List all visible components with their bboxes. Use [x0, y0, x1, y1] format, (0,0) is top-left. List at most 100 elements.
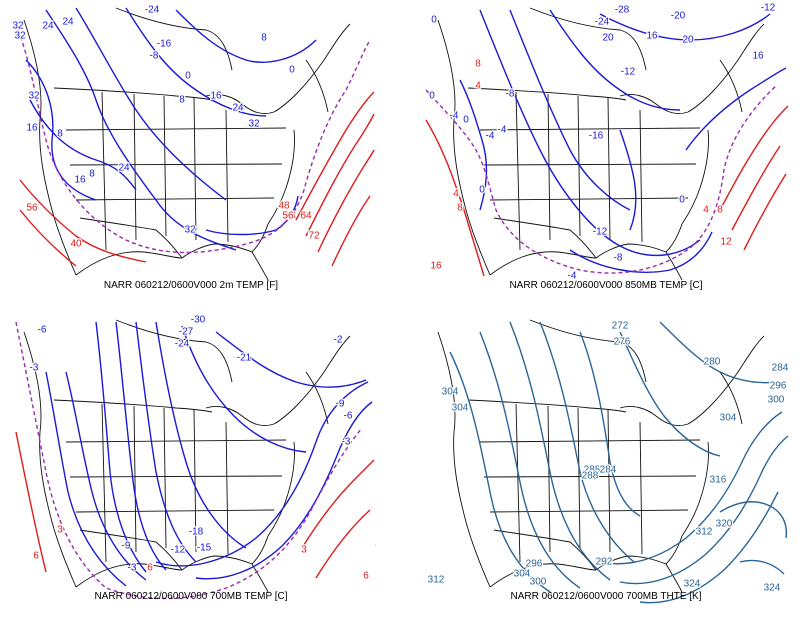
map-outline: [719, 59, 743, 113]
map-outline: [273, 23, 351, 113]
map-outline: [489, 251, 597, 276]
map-outline: [529, 319, 647, 383]
map-outline: [665, 563, 683, 593]
contour-line: [599, 411, 783, 565]
map-outline: [489, 197, 689, 201]
map-outline: [437, 19, 491, 276]
contour-label: 0: [463, 115, 469, 126]
contour-label: 312: [696, 527, 713, 538]
contour-label: 0: [289, 65, 295, 76]
contour-label: -6: [344, 411, 353, 422]
contour-label: -16: [589, 131, 604, 142]
map-outline: [681, 129, 709, 225]
contour-label: -2: [334, 335, 343, 346]
contour-label: 8: [89, 169, 95, 180]
contour-line: [731, 145, 781, 231]
contour-label: 32: [248, 119, 260, 130]
contour-label: -8: [614, 253, 623, 264]
map-svg-700mb-thte: 2722762802842882963003043043042882843163…: [426, 319, 790, 604]
contour-label: 3: [301, 545, 307, 556]
contour-label: -15: [197, 543, 212, 554]
contour-label: -20: [671, 11, 686, 22]
contour-label: -3: [128, 563, 137, 574]
contour-label: 16: [430, 261, 442, 272]
contour-label: 56: [26, 203, 38, 214]
contour-label: 280: [704, 357, 721, 368]
map-outline: [23, 19, 77, 276]
contour-label: 6: [33, 551, 39, 562]
contour-label: 64: [300, 211, 312, 222]
map-outline: [273, 335, 351, 425]
contour-line: [719, 105, 789, 211]
contour-label: 6: [363, 571, 369, 582]
map-outline: [467, 87, 627, 101]
contour-label: -27: [179, 327, 194, 338]
contour-label: -12: [761, 3, 776, 14]
contour-label: 8: [261, 33, 267, 44]
contour-line: [739, 559, 785, 575]
map-outline: [577, 407, 581, 549]
contour-label: 6: [147, 563, 153, 574]
map-outline: [205, 93, 275, 115]
contour-line: [579, 331, 641, 517]
contours: [15, 321, 375, 600]
contour-line: [317, 149, 375, 253]
map-outline: [69, 475, 283, 478]
contour-line: [479, 331, 581, 589]
contour-label: -24: [175, 339, 190, 350]
contour-line: [509, 321, 611, 581]
map-outline: [547, 405, 551, 553]
map-outline: [75, 251, 183, 276]
contour-label: 32: [28, 91, 40, 102]
contour-label: -4: [486, 131, 495, 142]
contour-label: 0: [431, 15, 437, 26]
map-outline: [639, 109, 643, 243]
contour-label: -28: [615, 5, 630, 16]
map-outline: [53, 87, 213, 101]
map-outline: [619, 93, 689, 115]
contour-label: 48: [284, 211, 296, 222]
contour-line: [29, 99, 137, 191]
contour-label: 300: [768, 395, 785, 406]
contour-label: 8: [475, 59, 481, 70]
basemap: [437, 7, 765, 281]
map-outline: [115, 7, 233, 71]
contour-label: 0: [479, 185, 485, 196]
contour-line: [599, 13, 771, 41]
contour-label: 24: [232, 103, 244, 114]
contour-label: 48: [278, 201, 290, 212]
contour-label: 16: [74, 175, 86, 186]
map-outline: [267, 441, 295, 537]
contour-label: 296: [526, 559, 543, 570]
contour-line: [619, 129, 637, 231]
map-caption: NARR 060212/0600V000 700MB THTE [K]: [510, 591, 702, 602]
contour-label: 300: [530, 577, 547, 588]
contour-label: 16: [210, 91, 222, 102]
map-outline: [205, 405, 275, 427]
contour-line: [155, 321, 247, 549]
contour-label: -8: [150, 51, 159, 62]
map-outline: [75, 197, 275, 201]
map-outline: [251, 563, 269, 593]
contour-label: 0: [185, 71, 191, 82]
contour-line: [45, 9, 237, 251]
map-outline: [251, 251, 269, 281]
contour-line: [155, 381, 369, 567]
contour-label: 56: [282, 211, 294, 222]
map-caption: NARR 060212/0600V000 2m TEMP [F]: [103, 280, 279, 291]
map-outline: [515, 91, 521, 251]
map-outline: [65, 439, 287, 443]
map-outline: [69, 163, 283, 166]
contour-label: -4: [568, 271, 577, 282]
contour-label: 324: [684, 579, 701, 590]
contour-label: 20: [682, 35, 694, 46]
contour-label: -8: [506, 89, 515, 100]
contour-label: -18: [189, 527, 204, 538]
contour-label: 12: [720, 237, 732, 248]
contour-label: 8: [57, 129, 63, 140]
map-outline: [515, 403, 521, 563]
contour-label: 8: [179, 95, 185, 106]
map-panel-2m-temp: -24 24 24 -16 -8 8 0 8 16 24 32 32 32 16 8 16 8 24 0 32 32 56…: [6, 0, 376, 295]
